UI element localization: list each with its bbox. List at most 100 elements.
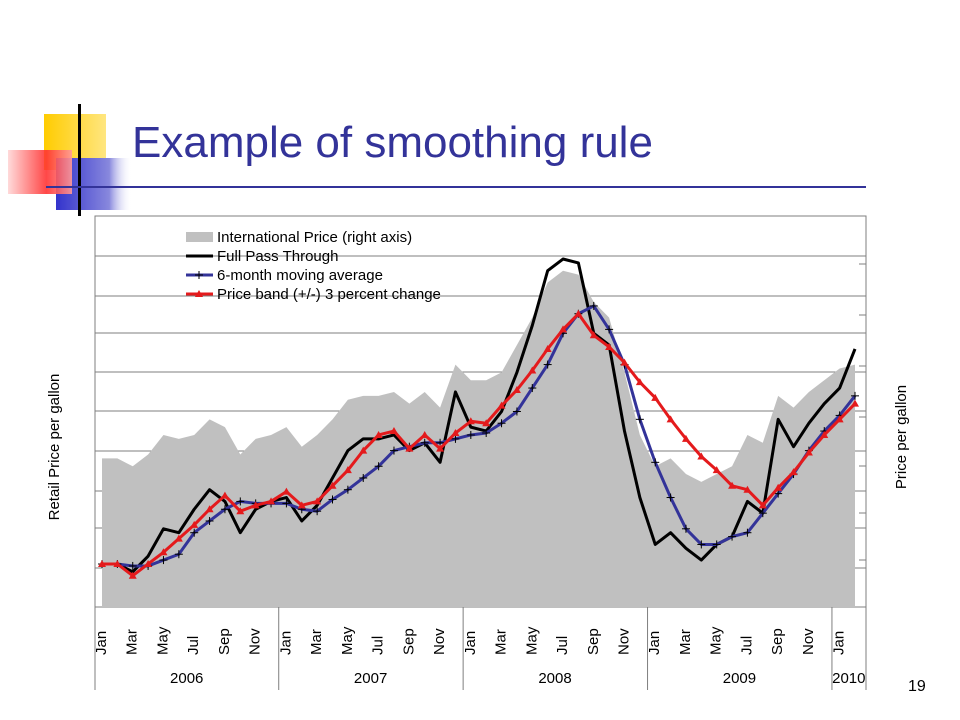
point-moving-average bbox=[205, 516, 214, 525]
point-price-band bbox=[835, 415, 844, 423]
point-price-band bbox=[436, 444, 445, 452]
point-price-band bbox=[174, 534, 183, 542]
x-tick-label: Jul bbox=[185, 636, 202, 655]
point-moving-average bbox=[482, 429, 491, 438]
point-price-band bbox=[313, 497, 322, 505]
point-moving-average bbox=[328, 495, 337, 504]
x-tick-label: May bbox=[154, 626, 171, 655]
x-tick-label: May bbox=[708, 626, 725, 655]
point-moving-average bbox=[743, 528, 752, 537]
point-price-band bbox=[635, 378, 644, 386]
point-moving-average bbox=[497, 419, 506, 428]
point-moving-average bbox=[359, 473, 368, 482]
point-price-band bbox=[359, 446, 368, 454]
title-underline bbox=[46, 186, 866, 188]
slide-title: Example of smoothing rule bbox=[132, 118, 653, 167]
point-moving-average bbox=[728, 532, 737, 541]
point-price-band bbox=[190, 520, 199, 528]
point-price-band bbox=[559, 325, 568, 333]
year-label: 2006 bbox=[170, 670, 203, 687]
point-price-band bbox=[220, 491, 229, 499]
legend-swatch-area bbox=[186, 232, 213, 242]
point-moving-average bbox=[758, 509, 767, 518]
point-moving-average bbox=[190, 528, 199, 537]
legend-marker-triangle bbox=[195, 290, 203, 297]
x-tick-label: Nov bbox=[800, 628, 817, 655]
point-price-band bbox=[343, 466, 352, 474]
point-moving-average bbox=[466, 430, 475, 439]
point-price-band bbox=[113, 559, 122, 567]
deco-vertical-line bbox=[78, 104, 81, 216]
x-tick-label: Nov bbox=[615, 628, 632, 655]
point-price-band bbox=[144, 559, 153, 567]
point-price-band bbox=[251, 501, 260, 509]
y-axis-label: Retail Price per gallon bbox=[46, 374, 63, 521]
point-moving-average bbox=[528, 384, 537, 393]
x-tick-label: Jul bbox=[554, 636, 571, 655]
point-price-band bbox=[758, 501, 767, 509]
point-price-band bbox=[681, 434, 690, 442]
legend-label: 6-month moving average bbox=[217, 267, 383, 284]
point-moving-average bbox=[635, 415, 644, 424]
x-tick-label: Mar bbox=[124, 629, 141, 655]
point-moving-average bbox=[589, 301, 598, 310]
point-moving-average bbox=[159, 556, 168, 565]
x-tick-label: Jan bbox=[93, 631, 110, 655]
point-moving-average bbox=[666, 493, 675, 502]
year-label: 2008 bbox=[538, 670, 571, 687]
point-price-band bbox=[589, 331, 598, 339]
x-tick-label: Sep bbox=[216, 628, 233, 655]
slide-number: 19 bbox=[908, 678, 926, 695]
year-label: 2010 bbox=[832, 670, 865, 687]
point-moving-average bbox=[343, 485, 352, 494]
point-price-band bbox=[205, 505, 214, 513]
point-price-band bbox=[651, 393, 660, 401]
point-moving-average bbox=[420, 438, 429, 447]
point-price-band bbox=[328, 481, 337, 489]
point-price-band bbox=[574, 309, 583, 317]
y2-axis-label: Price per gallon bbox=[893, 385, 910, 489]
chart-area-series bbox=[102, 270, 855, 607]
x-tick-label: Mar bbox=[308, 629, 325, 655]
point-moving-average bbox=[651, 458, 660, 467]
point-price-band bbox=[297, 501, 306, 509]
point-price-band bbox=[405, 444, 414, 452]
x-tick-label: Jul bbox=[738, 636, 755, 655]
point-moving-average bbox=[851, 391, 859, 400]
point-price-band bbox=[282, 487, 291, 495]
point-price-band bbox=[743, 485, 752, 493]
point-moving-average bbox=[451, 434, 460, 443]
point-price-band bbox=[697, 452, 706, 460]
point-moving-average bbox=[389, 446, 398, 455]
point-price-band bbox=[528, 366, 537, 374]
point-price-band bbox=[512, 385, 521, 393]
x-tick-label: Nov bbox=[431, 628, 448, 655]
point-moving-average bbox=[697, 540, 706, 549]
x-tick-label: May bbox=[339, 626, 356, 655]
year-label: 2007 bbox=[354, 670, 387, 687]
point-price-band bbox=[466, 417, 475, 425]
point-moving-average bbox=[605, 325, 614, 334]
point-price-band bbox=[497, 401, 506, 409]
point-price-band bbox=[774, 483, 783, 491]
x-tick-label: Nov bbox=[247, 628, 264, 655]
point-price-band bbox=[98, 559, 106, 567]
point-moving-average bbox=[774, 489, 783, 498]
x-tick-label: Jan bbox=[277, 631, 294, 655]
point-price-band bbox=[420, 430, 429, 438]
x-tick-label: Sep bbox=[769, 628, 786, 655]
point-price-band bbox=[128, 571, 137, 579]
chart-axes: Jan Mar May Jul Sep Nov Jan Mar May Jul Sep Nov Jan M… bbox=[93, 215, 867, 690]
title-decoration bbox=[8, 104, 132, 216]
point-moving-average bbox=[236, 497, 245, 506]
x-tick-label: Mar bbox=[677, 629, 694, 655]
point-moving-average bbox=[128, 561, 137, 570]
x-tick-label: Mar bbox=[493, 629, 510, 655]
point-moving-average bbox=[282, 499, 291, 508]
point-moving-average bbox=[174, 550, 183, 559]
point-moving-average bbox=[712, 540, 721, 549]
x-tick-label: Sep bbox=[400, 628, 417, 655]
point-price-band bbox=[851, 399, 859, 407]
point-moving-average bbox=[512, 407, 521, 416]
point-price-band bbox=[620, 358, 629, 366]
